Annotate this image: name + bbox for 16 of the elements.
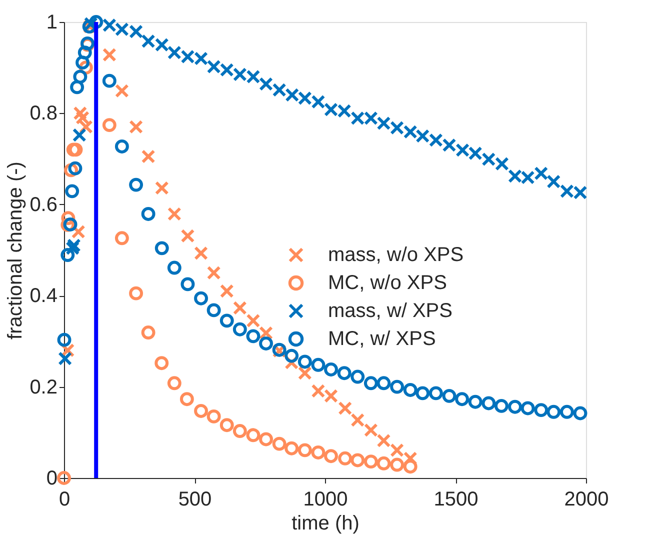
x-tick-label: 2000 [564,488,609,510]
x-tick-label: 500 [178,488,212,510]
legend-label: mass, w/ XPS [328,300,452,322]
y-tick-label: 1 [46,12,58,34]
x-tick-label: 1500 [434,488,478,510]
y-tick-label: 0.2 [30,376,58,398]
y-tick-label: 0 [46,468,58,490]
y-tick-label: 0.6 [30,194,58,216]
legend-label: mass, w/o XPS [328,244,464,266]
y-axis-title: fractional change (-) [4,162,27,340]
legend-label: MC, w/o XPS [328,272,447,294]
y-tick-label: 0.8 [30,102,58,125]
x-tick-label: 1000 [303,488,348,510]
x-axis-title: time (h) [292,512,360,534]
legend-label: MC, w/ XPS [328,328,436,350]
y-tick-label: 0.4 [30,285,58,308]
